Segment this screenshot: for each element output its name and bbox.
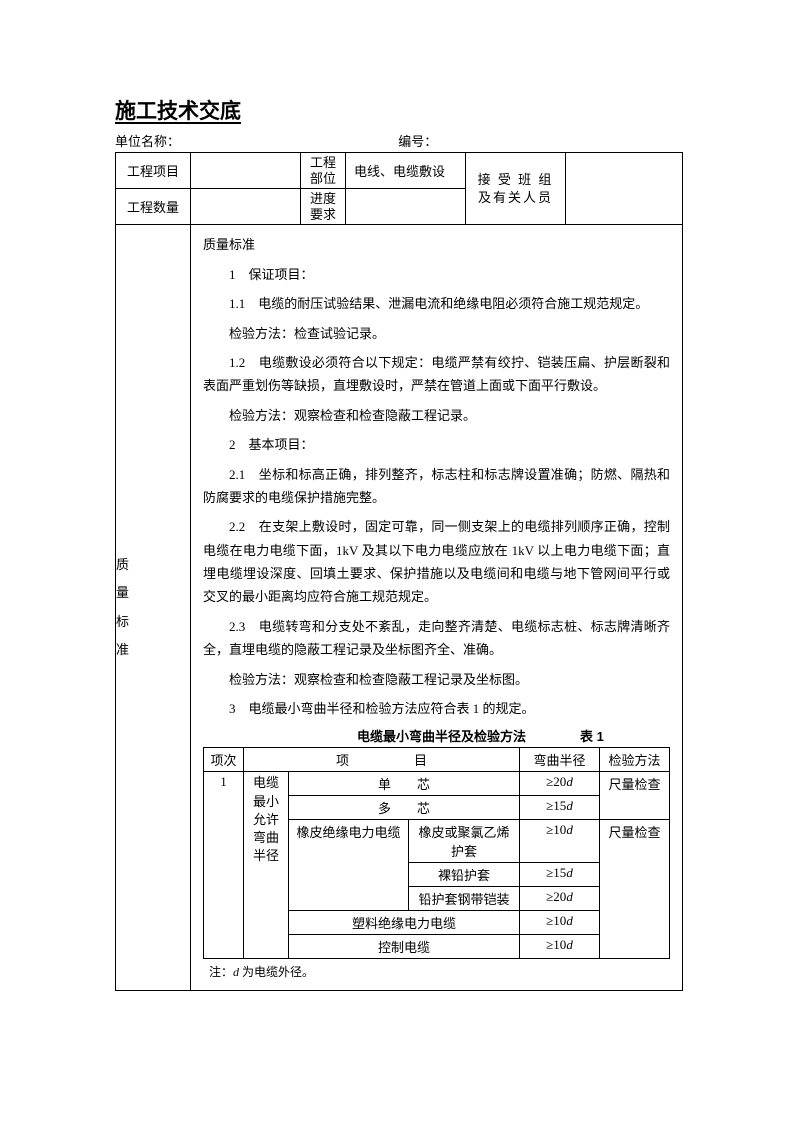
cell: 多 芯 xyxy=(289,796,520,820)
inner-table-title: 电缆最小弯曲半径及检验方法 表 1 xyxy=(203,726,670,745)
cell: 橡皮或聚氯乙烯护套 xyxy=(409,820,520,863)
para: 2 基本项目： xyxy=(203,433,670,456)
cell: ≥20d xyxy=(520,887,600,911)
cell: ≥10d xyxy=(520,911,600,935)
table-note: 注：d 为电缆外径。 xyxy=(209,963,670,980)
main-table: 工程项目 工程 部位 电线、电缆敷设 接 受 班 组 及有关人员 工程数量 进度… xyxy=(115,152,683,991)
cell: ≥10d xyxy=(520,820,600,863)
page-title: 施工技术交底 xyxy=(115,95,683,125)
cell: 单 芯 xyxy=(289,772,520,796)
item-no: 1 xyxy=(204,772,244,959)
project-part-value: 电线、电缆敷设 xyxy=(346,153,466,189)
para: 质量标准 xyxy=(203,233,670,256)
cell: ≥15d xyxy=(520,863,600,887)
progress-req-label: 进度 要求 xyxy=(301,189,346,225)
cell: 塑料绝缘电力电缆 xyxy=(289,911,520,935)
project-qty-value xyxy=(191,189,301,225)
para: 1 保证项目： xyxy=(203,263,670,286)
header-line: 单位名称： 编号： xyxy=(115,131,683,150)
para: 2.1 坐标和标高正确，排列整齐，标志柱和标志牌设置准确；防燃、隔热和防腐要求的… xyxy=(203,463,670,510)
project-qty-label: 工程数量 xyxy=(116,189,191,225)
bend-radius-table: 项次 项 目 弯曲半径 检验方法 1 电缆 最小 允许 弯曲 半径 单 芯 ≥2… xyxy=(203,747,670,959)
cell: 橡皮绝缘电力电缆 xyxy=(289,820,409,911)
th-item: 项 目 xyxy=(244,748,520,772)
content-cell: 质量标准 1 保证项目： 1.1 电缆的耐压试验结果、泄漏电流和绝缘电阻必须符合… xyxy=(191,225,683,991)
para: 1.2 电缆敷设必须符合以下规定：电缆严禁有绞拧、铠装压扁、护层断裂和表面严重划… xyxy=(203,351,670,398)
para: 检验方法：观察检查和检查隐蔽工程记录。 xyxy=(203,404,670,427)
cell: 裸铅护套 xyxy=(409,863,520,887)
inner-table-title-center: 电缆最小弯曲半径及检验方法 xyxy=(203,726,580,745)
progress-req-value xyxy=(346,189,466,225)
para: 3 电缆最小弯曲半径和检验方法应符合表 1 的规定。 xyxy=(203,697,670,720)
group-label: 电缆 最小 允许 弯曲 半径 xyxy=(244,772,289,959)
cell: ≥20d xyxy=(520,772,600,796)
para: 2.2 在支架上敷设时，固定可靠，同一侧支架上的电缆排列顺序正确，控制电缆在电力… xyxy=(203,515,670,609)
th-check: 检验方法 xyxy=(600,748,670,772)
cell: 铅护套钢带铠装 xyxy=(409,887,520,911)
project-name-label: 工程项目 xyxy=(116,153,191,189)
cell: ≥15d xyxy=(520,796,600,820)
cell: 控制电缆 xyxy=(289,935,520,959)
receive-team-label: 接 受 班 组 及有关人员 xyxy=(466,153,566,225)
para: 2.3 电缆转弯和分支处不紊乱，走向整齐清楚、电缆标志桩、标志牌清晰齐全，直埋电… xyxy=(203,615,670,662)
th-item-no: 项次 xyxy=(204,748,244,772)
cell: 尺量检查 xyxy=(600,820,670,959)
project-name-value xyxy=(191,153,301,189)
cell: ≥10d xyxy=(520,935,600,959)
para: 1.1 电缆的耐压试验结果、泄漏电流和绝缘电阻必须符合施工规范规定。 xyxy=(203,292,670,315)
project-part-label: 工程 部位 xyxy=(301,153,346,189)
cell: 尺量检查 xyxy=(600,772,670,820)
para: 检验方法：观察检查和检查隐蔽工程记录及坐标图。 xyxy=(203,668,670,691)
para: 检验方法：检查试验记录。 xyxy=(203,322,670,345)
th-radius: 弯曲半径 xyxy=(520,748,600,772)
serial-number-label: 编号： xyxy=(398,131,437,150)
receive-team-value xyxy=(566,153,683,225)
quality-standard-side-label: 质 量 标 准 xyxy=(116,225,191,991)
inner-table-title-right: 表 1 xyxy=(580,726,670,745)
unit-name-label: 单位名称： xyxy=(115,131,395,150)
